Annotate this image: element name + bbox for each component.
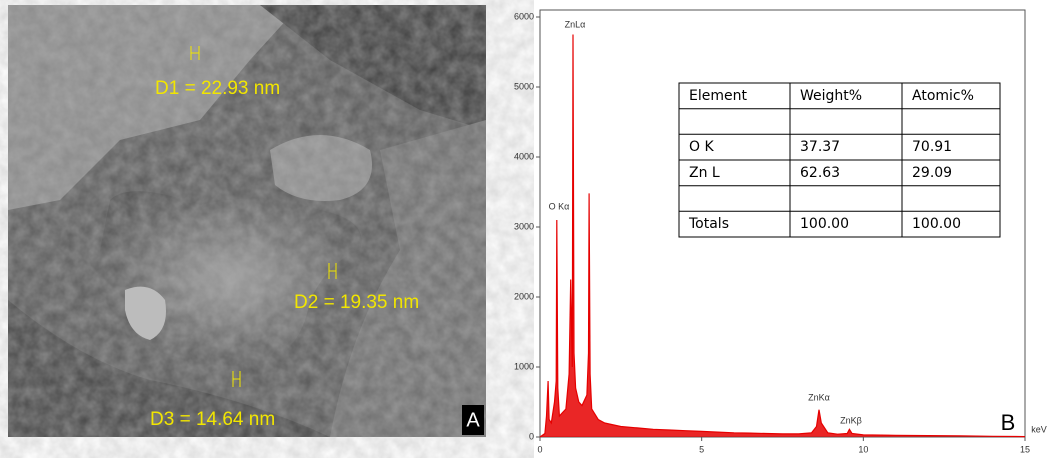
table-cell: O K [689,139,714,155]
y-tick-label: 3000 [514,221,534,231]
sem-image [8,5,486,437]
panel-label: A [466,409,480,431]
table-cell: 37.37 [800,139,840,155]
spectrum [539,34,1026,438]
table-header: Atomic% [912,88,974,104]
table-header: Element [689,88,747,104]
y-tick-label: 2000 [514,291,534,301]
table-cell: 100.00 [800,216,849,232]
table-cell: 29.09 [912,165,952,181]
measurement-label: D2 = 19.35 nm [294,292,419,313]
peak-label: ZnKβ [840,415,862,425]
plot: 0 1000 2000 3000 4000 5000 6000 0 5 10 15 ZnLα O Kα Z… [514,11,1030,454]
measurement-label: D1 = 22.93 nm [155,78,280,99]
y-tick-label: 5000 [514,81,534,91]
panel-label: B [1001,410,1016,435]
table [678,82,1001,238]
y-tick-label: 0 [529,431,534,441]
x-tick-label: 15 [1020,444,1030,454]
y-tick-label: 4000 [514,151,534,161]
peak-label: ZnKα [808,392,830,402]
peak-label: O Kα [549,201,570,211]
y-tick-label: 6000 [514,11,534,21]
table-cell: Totals [688,216,729,232]
plot-frame [539,9,1026,438]
measurement-label: D3 = 14.64 nm [150,409,275,430]
x-tick-label: 10 [858,444,868,454]
x-tick-label: 5 [699,444,704,454]
x-axis-label: keV [1031,424,1047,434]
table-cell: 70.91 [912,139,952,155]
y-tick-label: 1000 [514,361,534,371]
table-cell: 62.63 [800,165,840,181]
table-header: Weight% [800,88,862,104]
peak-label: ZnLα [565,19,586,29]
x-tick-label: 0 [537,444,542,454]
table-cell: 100.00 [912,216,961,232]
table-cell: Zn L [689,165,720,181]
